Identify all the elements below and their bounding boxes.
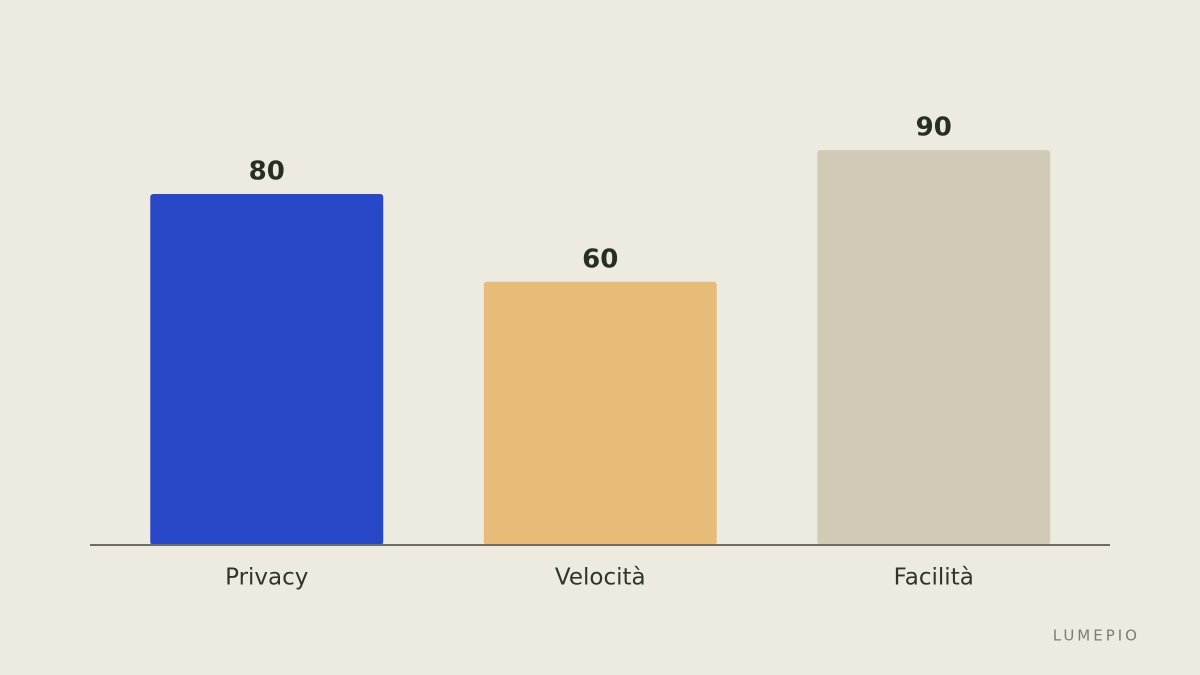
value-label: 90 (916, 113, 952, 143)
x-tick-label: Velocità (555, 565, 646, 591)
bar (817, 150, 1051, 545)
value-label: 60 (582, 244, 618, 274)
bar (483, 281, 717, 545)
x-tick-label: Facilità (894, 565, 974, 591)
value-label: 80 (249, 157, 285, 187)
x-tick-label: Privacy (225, 565, 308, 591)
bar (150, 194, 384, 545)
watermark: LUMEPIO (1053, 627, 1140, 645)
